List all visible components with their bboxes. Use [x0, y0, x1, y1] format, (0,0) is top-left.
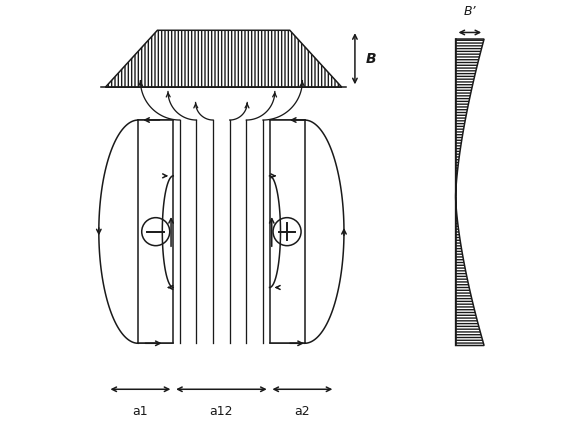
Text: a12: a12 — [210, 405, 233, 418]
Polygon shape — [456, 39, 484, 197]
Circle shape — [142, 218, 170, 246]
Text: B’: B’ — [463, 5, 476, 18]
Circle shape — [273, 218, 301, 246]
Text: a1: a1 — [132, 405, 148, 418]
Text: B: B — [366, 52, 376, 66]
Polygon shape — [105, 30, 342, 87]
Polygon shape — [456, 197, 484, 345]
Bar — [269, 120, 305, 343]
Text: a2: a2 — [295, 405, 310, 418]
Bar — [138, 120, 173, 343]
